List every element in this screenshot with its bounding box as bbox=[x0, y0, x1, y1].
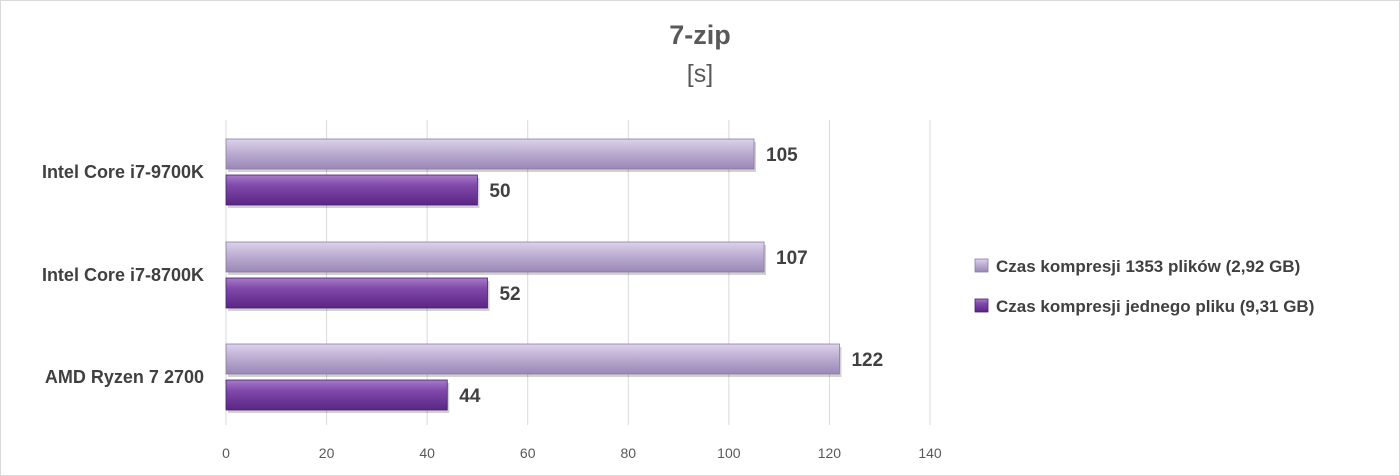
bar bbox=[225, 343, 840, 375]
x-tick-label: 120 bbox=[818, 445, 842, 461]
data-label: 105 bbox=[766, 145, 798, 166]
category-label: Intel Core i7-8700K bbox=[42, 265, 204, 285]
legend-swatch bbox=[974, 258, 989, 273]
x-tick-label: 80 bbox=[620, 445, 636, 461]
legend-swatch bbox=[974, 298, 989, 313]
x-tick-label: 140 bbox=[918, 445, 942, 461]
category-label: Intel Core i7-9700K bbox=[42, 162, 204, 182]
bar bbox=[225, 379, 448, 411]
data-label: 52 bbox=[499, 284, 520, 305]
bar bbox=[225, 138, 755, 170]
chart-title: 7-zip bbox=[669, 20, 731, 50]
data-label: 107 bbox=[776, 248, 808, 269]
labels: 0 20 40 60 80 100 120 140 Intel Core i7-9700K 105… bbox=[42, 145, 942, 461]
bars bbox=[225, 138, 842, 413]
legend: Czas kompresji 1353 plików (2,92 GB) Czas… bbox=[974, 257, 1314, 316]
legend-label: Czas kompresji 1353 plików (2,92 GB) bbox=[996, 257, 1300, 276]
x-tick-label: 40 bbox=[419, 445, 435, 461]
x-tick-label: 0 bbox=[222, 445, 230, 461]
data-label: 50 bbox=[489, 181, 510, 202]
x-tick-label: 60 bbox=[520, 445, 536, 461]
data-label: 44 bbox=[459, 386, 481, 407]
bar bbox=[225, 277, 488, 309]
bar bbox=[225, 241, 765, 273]
x-tick-label: 100 bbox=[717, 445, 741, 461]
legend-label: Czas kompresji jednego pliku (9,31 GB) bbox=[996, 297, 1314, 316]
bar bbox=[225, 174, 478, 206]
chart-subtitle: [s] bbox=[686, 60, 714, 88]
x-tick-label: 20 bbox=[319, 445, 335, 461]
data-label: 122 bbox=[851, 350, 883, 371]
category-label: AMD Ryzen 7 2700 bbox=[45, 367, 204, 387]
